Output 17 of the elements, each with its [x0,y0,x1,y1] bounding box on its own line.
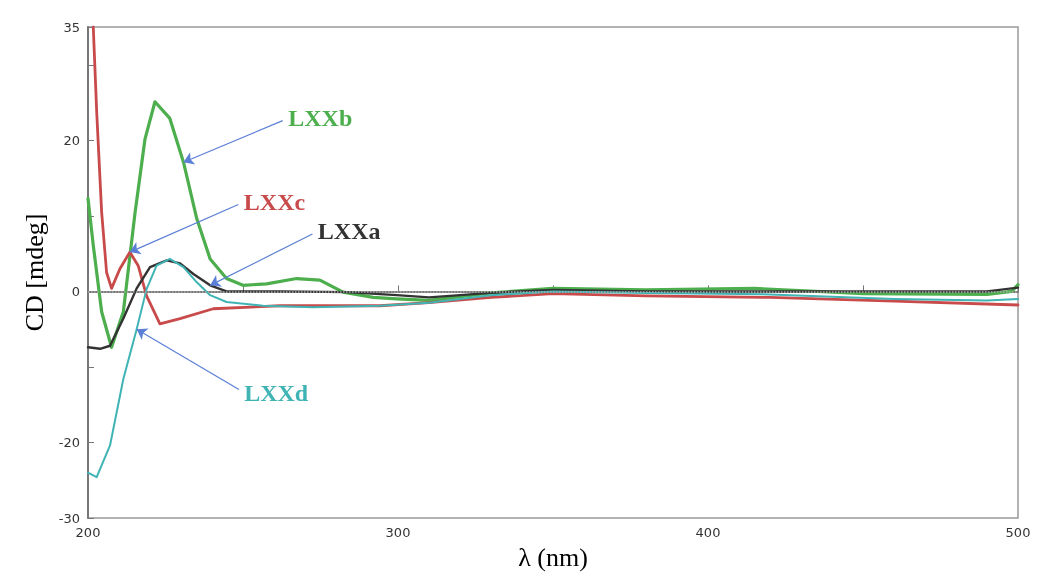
text: LXXc [243,189,306,216]
x-tick-label: 200 [75,525,101,540]
x-tick-label: 500 [1005,525,1031,540]
x-axis-title: λ (nm) [518,542,588,572]
x-tick-label: 300 [385,525,411,540]
y-tick-label: 35 [63,19,80,35]
text: LXXd [244,379,309,406]
y-axis-title: CD [mdeg] [20,213,50,332]
y-tick-label: -20 [58,434,80,450]
line-series [86,259,1020,350]
x-tick-label: 400 [695,525,721,540]
y-tick-label: -30 [58,510,80,526]
line-series [87,257,1019,479]
y-tick-label: 20 [63,132,80,148]
text: LXXb [288,105,353,132]
series-label: LXXa [317,218,381,245]
y-tick-label: 0 [71,283,80,299]
